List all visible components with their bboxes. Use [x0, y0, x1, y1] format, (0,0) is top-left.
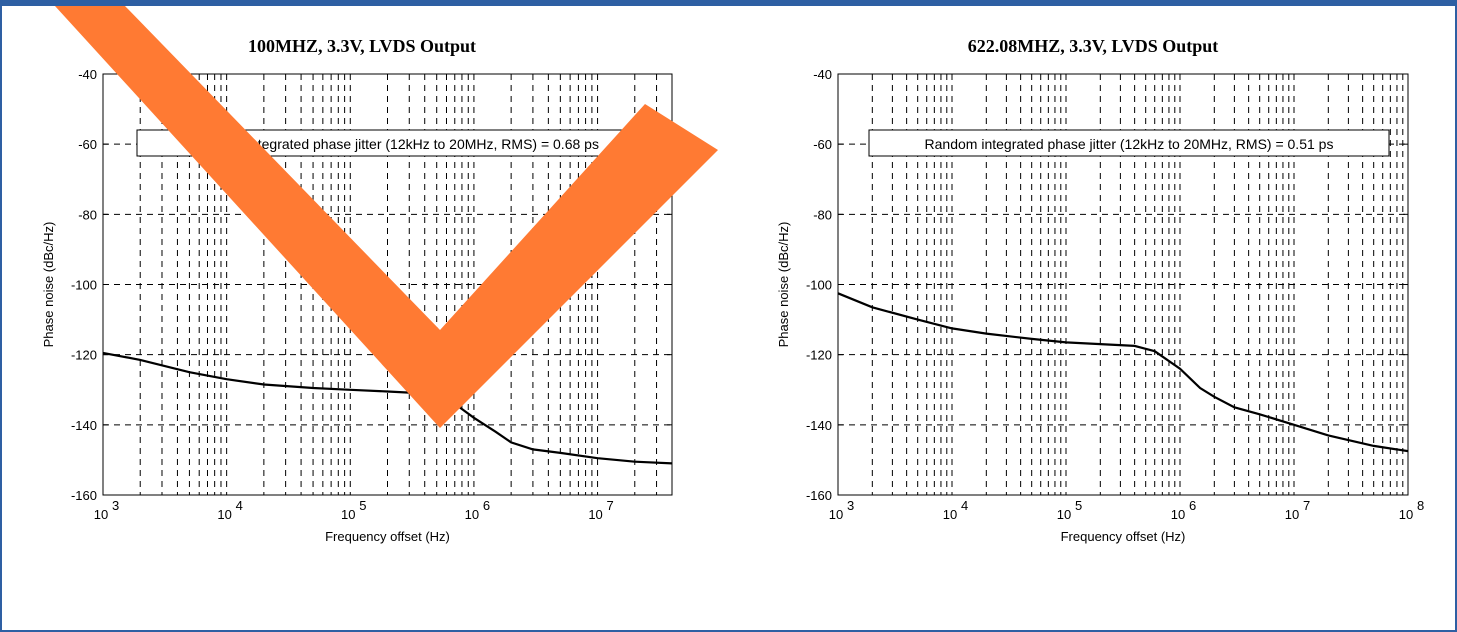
y-tick-label: -160	[806, 488, 832, 503]
x-tick-exponent: 6	[1189, 498, 1196, 513]
x-tick-label: 10	[588, 507, 602, 522]
x-axis-label: Frequency offset (Hz)	[325, 529, 450, 544]
x-tick-exponent: 4	[236, 498, 243, 513]
x-tick-label: 10	[217, 507, 231, 522]
y-tick-label: -80	[78, 207, 97, 222]
x-tick-label: 10	[465, 507, 479, 522]
x-tick-label: 10	[1285, 507, 1299, 522]
x-tick-label: 10	[1057, 507, 1071, 522]
y-tick-label: -140	[71, 418, 97, 433]
x-tick-exponent: 5	[1075, 498, 1082, 513]
x-axis-label: Frequency offset (Hz)	[1061, 529, 1186, 544]
y-tick-label: -80	[813, 207, 832, 222]
chart-title: 622.08MHZ, 3.3V, LVDS Output	[968, 36, 1219, 56]
checkmark-watermark	[55, 6, 718, 428]
y-tick-label: -40	[813, 67, 832, 82]
x-tick-label: 10	[341, 507, 355, 522]
x-tick-label: 10	[1399, 507, 1413, 522]
chart-title: 100MHZ, 3.3V, LVDS Output	[248, 36, 476, 56]
y-tick-label: -160	[71, 488, 97, 503]
x-tick-label: 10	[94, 507, 108, 522]
chart-2: 622.08MHZ, 3.3V, LVDS Output -40 -60 -80 -10…	[776, 36, 1424, 544]
x-tick-exponent: 5	[359, 498, 366, 513]
x-tick-exponent: 8	[1417, 498, 1424, 513]
y-tick-label: -120	[806, 348, 832, 363]
x-tick-exponent: 7	[1303, 498, 1310, 513]
series-line-1	[837, 292, 1409, 453]
x-tick-label: 10	[1171, 507, 1185, 522]
y-tick-label: -100	[806, 278, 832, 293]
x-tick-exponent: 3	[112, 498, 119, 513]
x-tick-exponent: 6	[483, 498, 490, 513]
y-tick-label: -100	[71, 278, 97, 293]
y-tick-label: -120	[71, 348, 97, 363]
x-tick-label: 10	[829, 507, 843, 522]
x-tick-exponent: 7	[607, 498, 614, 513]
x-tick-label: 10	[943, 507, 957, 522]
y-axis-label: Phase noise (dBc/Hz)	[41, 222, 56, 348]
x-tick-exponent: 3	[847, 498, 854, 513]
annotation-box	[868, 129, 1390, 157]
y-tick-label: -60	[78, 137, 97, 152]
y-tick-label: -40	[78, 67, 97, 82]
x-tick-exponent: 4	[961, 498, 968, 513]
annotation-text: Random integrated phase jitter (12kHz to…	[190, 136, 599, 152]
annotation-text: Random integrated phase jitter (12kHz to…	[925, 136, 1334, 152]
y-tick-label: -140	[806, 418, 832, 433]
y-tick-label: -60	[813, 137, 832, 152]
y-axis-label: Phase noise (dBc/Hz)	[776, 222, 791, 348]
